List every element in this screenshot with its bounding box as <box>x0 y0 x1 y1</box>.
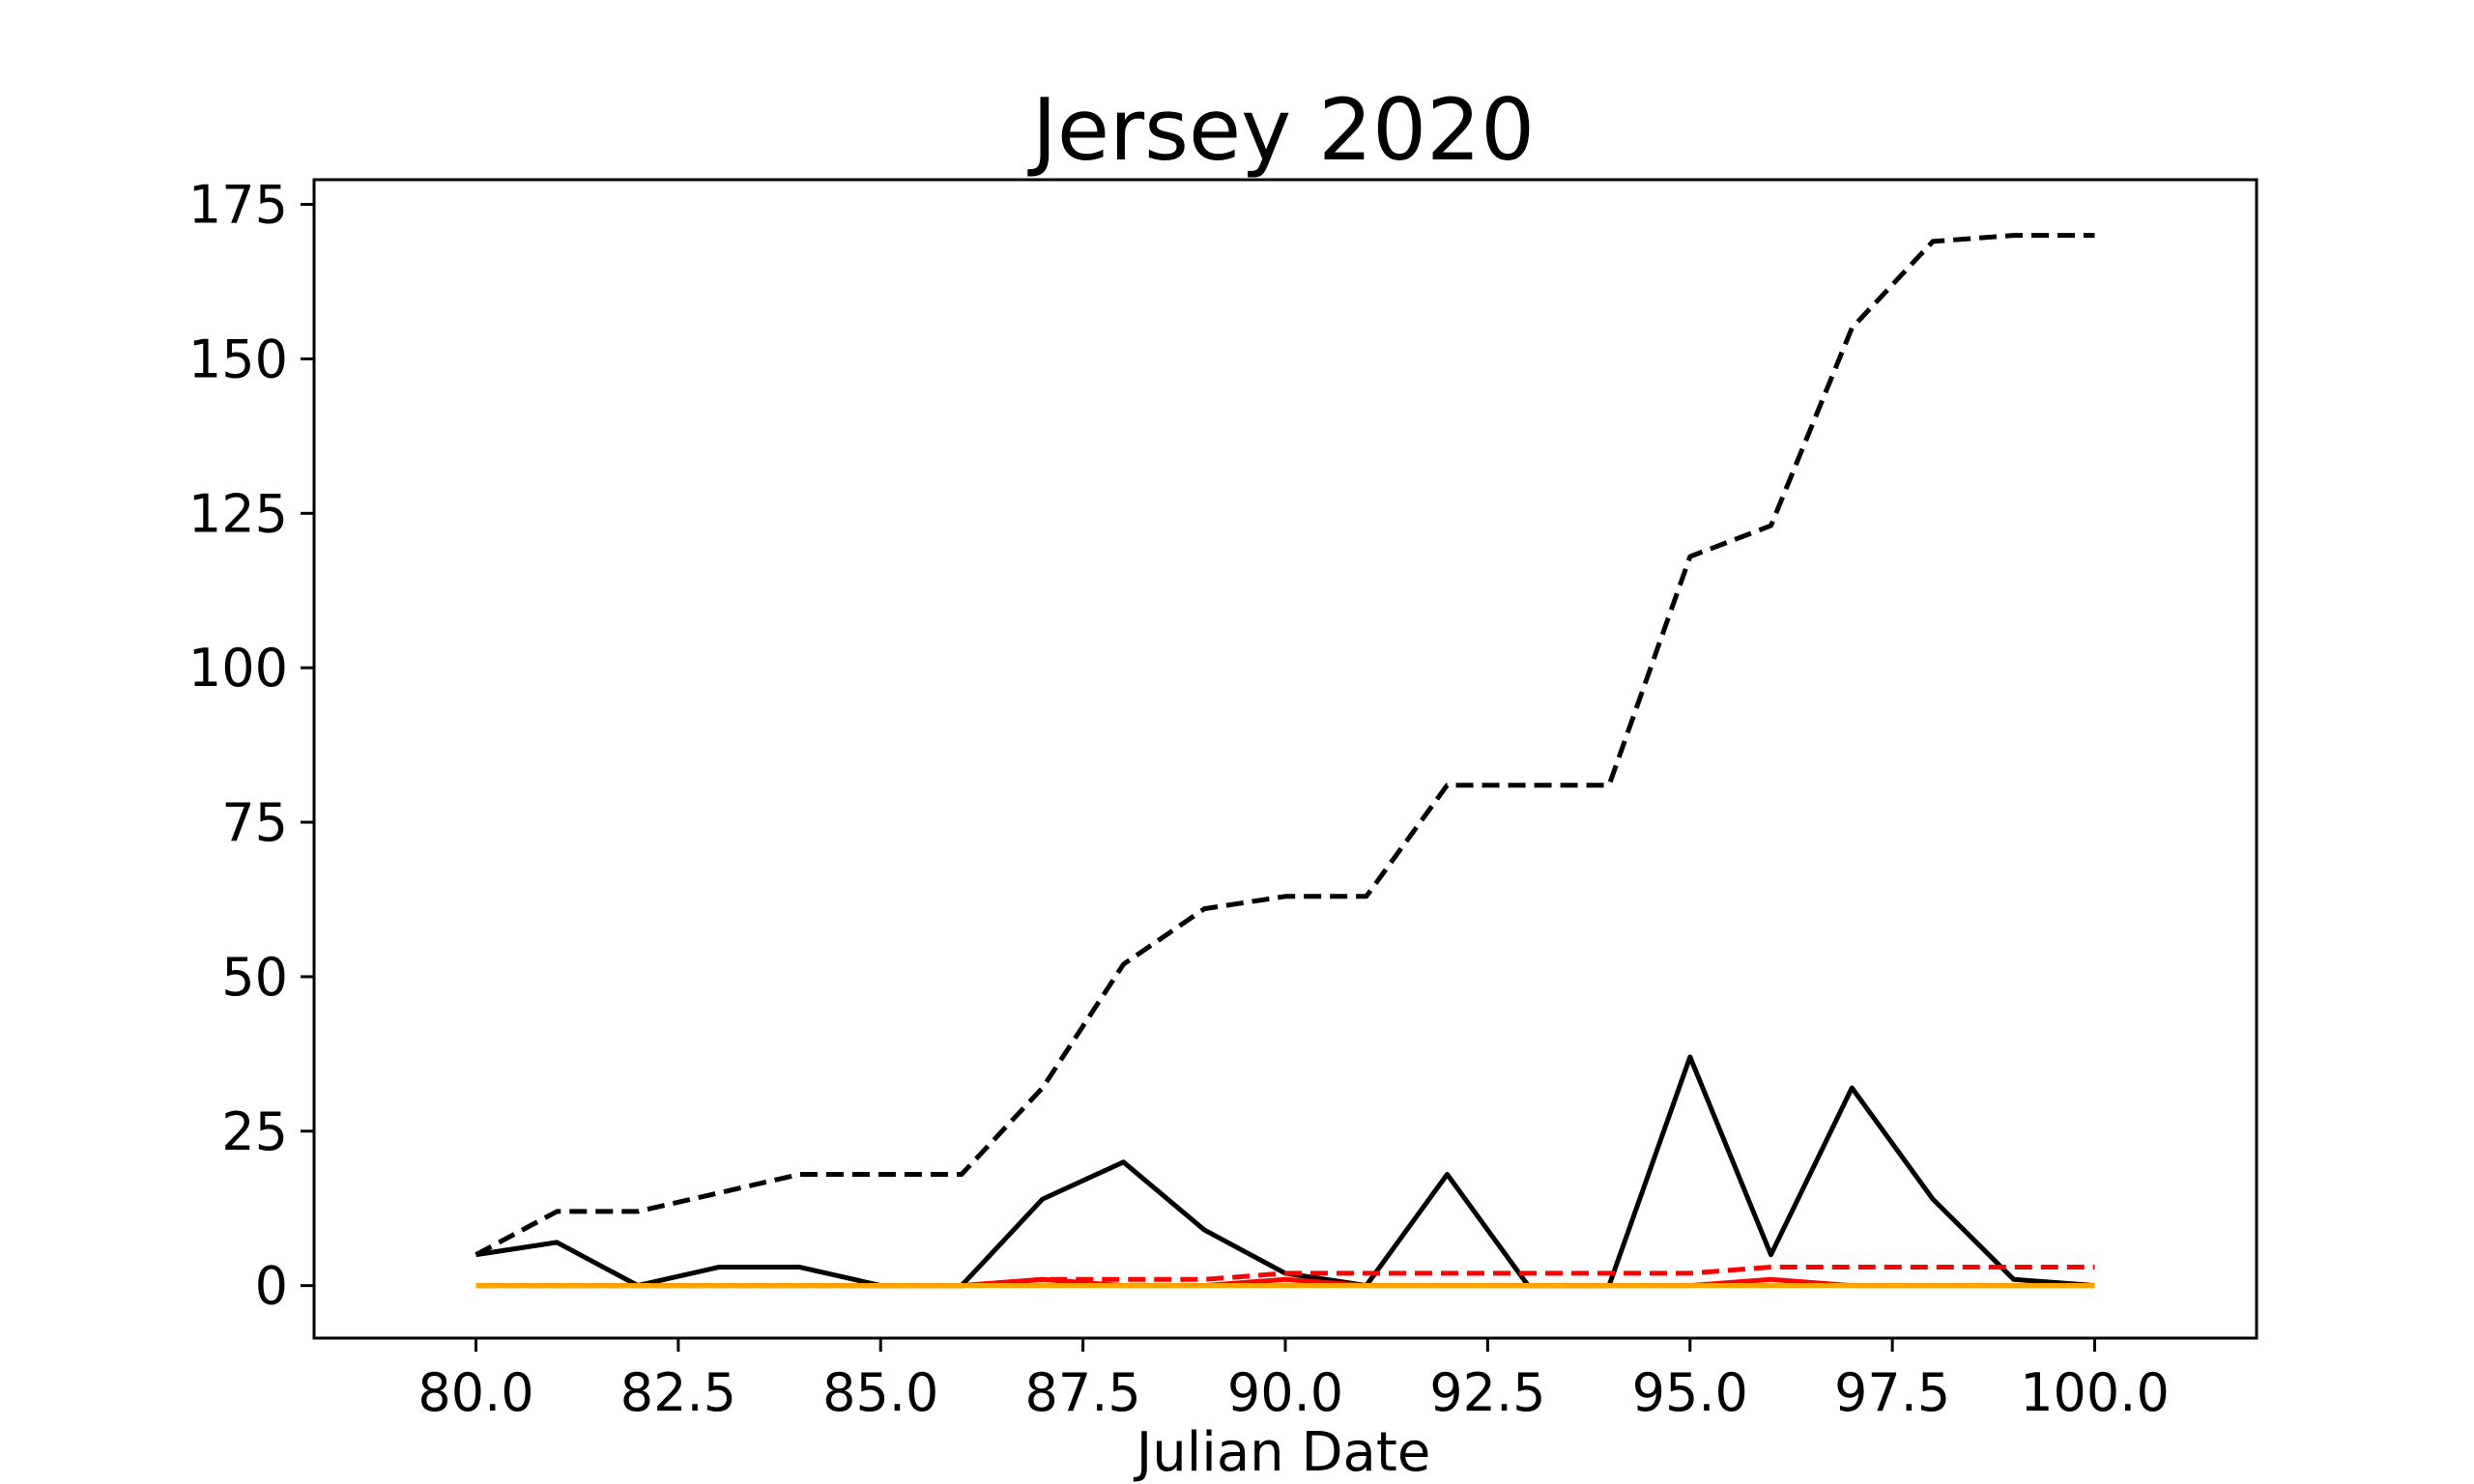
y-tick-label: 175 <box>188 175 288 236</box>
x-tick-label: 95.0 <box>1632 1362 1748 1423</box>
y-tick-label: 0 <box>255 1256 288 1317</box>
x-tick-label: 97.5 <box>1834 1362 1950 1423</box>
x-tick-label: 92.5 <box>1429 1362 1545 1423</box>
x-tick-label: 80.0 <box>417 1362 533 1423</box>
y-tick-label: 150 <box>188 328 288 389</box>
x-tick-label: 87.5 <box>1025 1362 1141 1423</box>
y-tick-label: 50 <box>221 947 288 1008</box>
x-tick-label: 90.0 <box>1227 1362 1343 1423</box>
series-layer <box>475 233 2095 1289</box>
x-tick-label: 100.0 <box>2020 1362 2170 1423</box>
y-tick-label: 75 <box>221 792 288 853</box>
series-line-1 <box>475 233 2095 1257</box>
y-tick-label: 100 <box>188 638 288 699</box>
x-axis: 80.0 82.5 85.0 87.5 90.0 92.5 95.0 97.5 100.0 <box>417 1338 2170 1423</box>
x-axis-label: Julian Date <box>1134 1421 1431 1484</box>
x-tick-label: 85.0 <box>822 1362 938 1423</box>
y-axis: 0 25 50 75 100 125 150 175 <box>188 175 314 1317</box>
y-tick-label: 25 <box>221 1101 288 1162</box>
x-tick-label: 82.5 <box>620 1362 736 1423</box>
series-line-3 <box>475 1265 2095 1289</box>
chart-title: Jersey 2020 <box>1027 80 1535 180</box>
plot-frame <box>312 178 2258 1340</box>
y-tick-label: 125 <box>188 483 288 544</box>
series-line-2 <box>475 1054 2095 1289</box>
